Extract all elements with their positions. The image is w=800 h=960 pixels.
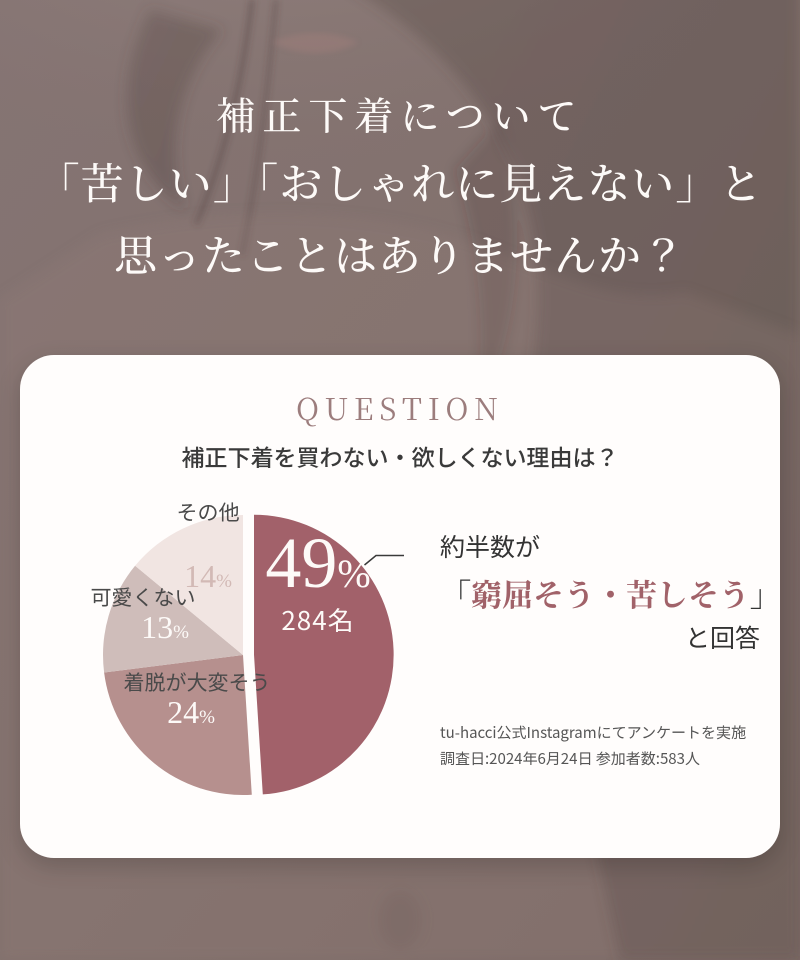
svg-text:49%: 49%	[265, 523, 370, 603]
svg-text:その他: その他	[177, 497, 240, 527]
svg-text:着脱が大変そう: 着脱が大変そう	[124, 667, 271, 697]
svg-text:可愛くない: 可愛くない	[91, 582, 196, 612]
svg-text:284名: 284名	[281, 601, 354, 638]
